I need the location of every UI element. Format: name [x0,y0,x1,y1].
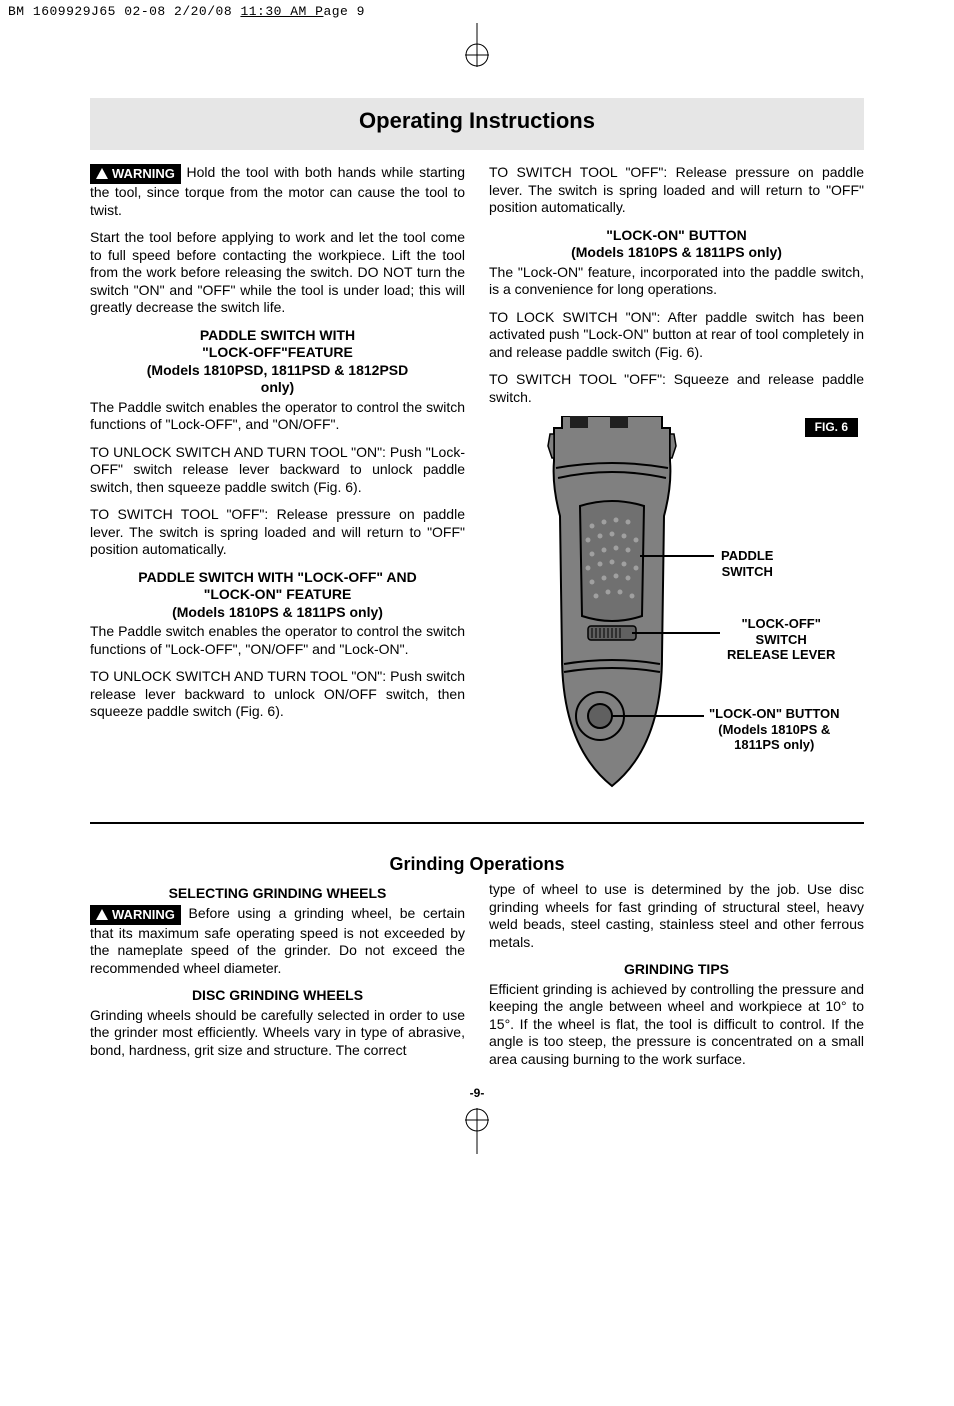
subheading: PADDLE SWITCH WITH "LOCK-OFF"FEATURE (Mo… [90,327,465,397]
operating-instructions-body: WARNING Hold the tool with both hands wh… [0,164,954,796]
figure-6: FIG. 6 [489,416,864,796]
grinding-body: SELECTING GRINDING WHEELS WARNING Before… [0,881,954,1078]
body-text: TO LOCK SWITCH "ON": After paddle switch… [489,309,864,362]
warning-paragraph: WARNING Before using a grinding wheel, b… [90,905,465,978]
body-text: The "Lock-ON" feature, incorporated into… [489,264,864,299]
body-text: The Paddle switch enables the operator t… [90,623,465,658]
warning-badge: WARNING [90,905,181,925]
section-title-band: Operating Instructions [90,98,864,150]
warning-badge: WARNING [90,164,181,184]
body-text: TO UNLOCK SWITCH AND TURN TOOL "ON": Pus… [90,444,465,497]
body-text: Grinding wheels should be carefully sele… [90,1007,465,1060]
body-text: type of wheel to use is determined by th… [489,881,864,951]
warning-paragraph: WARNING Hold the tool with both hands wh… [90,164,465,219]
body-text: TO SWITCH TOOL "OFF": Release pressure o… [489,164,864,217]
bottom-crop-mark [0,1104,954,1159]
body-text: TO UNLOCK SWITCH AND TURN TOOL "ON": Pus… [90,668,465,721]
subheading: DISC GRINDING WHEELS [90,987,465,1005]
right-column: TO SWITCH TOOL "OFF": Release pressure o… [489,164,864,796]
subheading: SELECTING GRINDING WHEELS [90,885,465,903]
print-header: BM 1609929J65 02-08 2/20/08 11:30 AM Pag… [0,0,954,23]
left-column: WARNING Hold the tool with both hands wh… [90,164,465,796]
body-text: Start the tool before applying to work a… [90,229,465,317]
body-text: Efficient grinding is achieved by contro… [489,981,864,1069]
divider [90,822,864,824]
grinding-left-column: SELECTING GRINDING WHEELS WARNING Before… [90,881,465,1078]
section-title: Operating Instructions [90,108,864,134]
grinding-right-column: type of wheel to use is determined by th… [489,881,864,1078]
figure-label: FIG. 6 [805,418,858,437]
callout-paddle-switch: PADDLE SWITCH [721,548,773,579]
top-crop-mark [0,23,954,78]
callout-lock-off: "LOCK-OFF" SWITCH RELEASE LEVER [727,616,835,663]
subheading: PADDLE SWITCH WITH "LOCK-OFF" AND "LOCK-… [90,569,465,622]
body-text: The Paddle switch enables the operator t… [90,399,465,434]
grinding-heading: Grinding Operations [0,854,954,875]
body-text: TO SWITCH TOOL "OFF": Release pressure o… [90,506,465,559]
page-number: -9- [0,1086,954,1100]
body-text: TO SWITCH TOOL "OFF": Squeeze and releas… [489,371,864,406]
callout-lock-on: "LOCK-ON" BUTTON (Models 1810PS & 1811PS… [709,706,840,753]
subheading: GRINDING TIPS [489,961,864,979]
subheading: "LOCK-ON" BUTTON (Models 1810PS & 1811PS… [489,227,864,262]
